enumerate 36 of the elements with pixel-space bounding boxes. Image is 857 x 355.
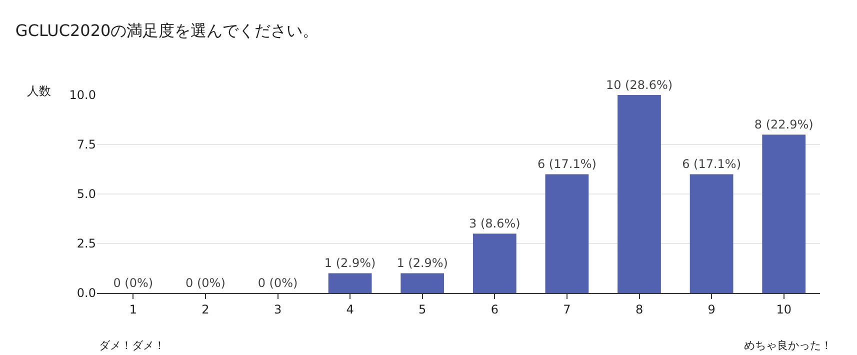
data-label: 1 (2.9%): [396, 256, 448, 270]
chart-title: GCLUC2020の満足度を選んでください。: [15, 21, 319, 40]
text: ダメ！ダメ！: [99, 339, 165, 352]
x-tick-label: 6: [490, 302, 498, 316]
bar: [400, 273, 444, 293]
data-label: 0 (0%): [258, 276, 298, 290]
x-tick-label: 7: [563, 302, 571, 316]
y-tick-label: 5.0: [76, 187, 96, 202]
x-tick-label: 9: [708, 302, 716, 316]
data-label: 6 (17.1%): [537, 157, 596, 172]
data-label: 0 (0%): [186, 276, 226, 290]
bar: [690, 174, 734, 293]
x-tick-label: 4: [346, 302, 354, 316]
data-label: 10 (28.6%): [606, 78, 673, 92]
data-label: 8 (22.9%): [754, 118, 814, 132]
bar: [618, 95, 661, 293]
y-tick-label: 2.5: [76, 236, 96, 251]
bar: [762, 134, 806, 293]
x-tick-label: 8: [635, 302, 644, 316]
bar: [545, 174, 589, 293]
data-label: 0 (0%): [113, 276, 154, 290]
x-tick-label: 3: [274, 302, 282, 316]
bar: [472, 234, 516, 293]
y-axis-title: 人数: [27, 84, 51, 98]
bar: [328, 273, 372, 293]
data-label: 6 (17.1%): [682, 157, 742, 172]
y-tick-label: 10.0: [69, 88, 96, 102]
text: めちゃ良かった！: [744, 339, 832, 352]
data-label: 1 (2.9%): [324, 256, 376, 270]
data-label: 3 (8.6%): [468, 216, 520, 231]
x-tick-label: 5: [418, 302, 426, 316]
y-tick-label: 7.5: [76, 138, 96, 152]
x-tick-label: 2: [202, 302, 210, 316]
x-tick-label: 10: [776, 302, 792, 316]
y-tick-label: 0.0: [76, 286, 96, 300]
x-tick-label: 1: [129, 302, 137, 316]
